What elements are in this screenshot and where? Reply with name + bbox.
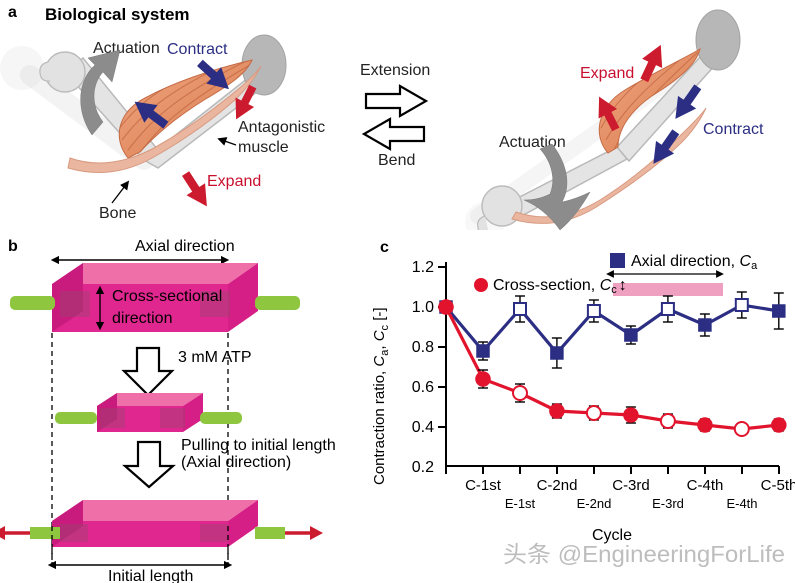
svg-text:0.6: 0.6: [412, 379, 434, 396]
svg-text:Axial direction, Ca: Axial direction, Ca: [631, 253, 758, 272]
svg-text:E-2nd: E-2nd: [577, 496, 612, 511]
svg-text:0.2: 0.2: [412, 459, 434, 476]
svg-text:C-4th: C-4th: [687, 477, 724, 494]
svg-text:C-1st: C-1st: [465, 477, 502, 494]
svg-text:0.8: 0.8: [412, 339, 434, 356]
svg-text:C-5th: C-5th: [761, 477, 795, 494]
svg-text:C-3rd: C-3rd: [612, 477, 650, 494]
svg-text:C-2nd: C-2nd: [537, 477, 578, 494]
svg-text:E-4th: E-4th: [726, 496, 757, 511]
svg-text:1.2: 1.2: [412, 259, 434, 276]
svg-text:头条 @EngineeringForLife: 头条 @EngineeringForLife: [503, 541, 785, 567]
svg-text:1.0: 1.0: [412, 299, 434, 316]
svg-text:0.4: 0.4: [412, 419, 434, 436]
svg-text:E-1st: E-1st: [505, 496, 536, 511]
svg-text:Cross-section, Cc↕: Cross-section, Cc ↕: [493, 277, 627, 296]
svg-text:E-3rd: E-3rd: [652, 496, 684, 511]
